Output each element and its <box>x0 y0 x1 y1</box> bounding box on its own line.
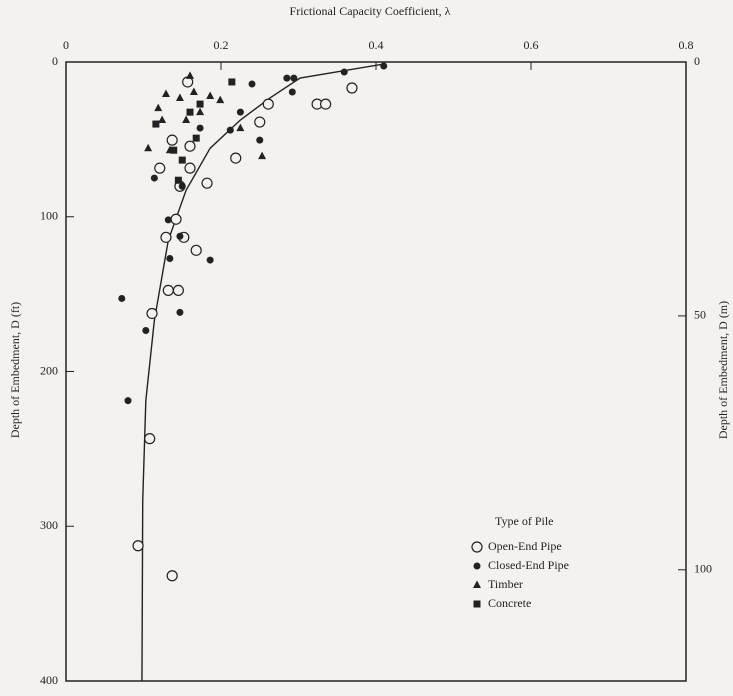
x-tick-label: 0.8 <box>679 38 694 52</box>
triangle-marker <box>154 104 162 112</box>
y-axis-label: Depth of Embedment, D (ft) <box>8 302 22 438</box>
y-tick-label: 400 <box>40 673 58 687</box>
x-tick-label: 0.2 <box>214 38 229 52</box>
legend-label: Closed-End Pipe <box>488 558 569 572</box>
legend-label: Open-End Pipe <box>488 539 562 553</box>
square-marker <box>193 135 200 142</box>
open-circle-marker <box>161 232 171 242</box>
y2-tick-label: 0 <box>694 54 700 68</box>
legend-label: Timber <box>488 577 523 591</box>
page: Frictional Capacity Coefficient, λ Depth… <box>0 0 733 696</box>
y2-tick-label: 100 <box>694 562 712 576</box>
triangle-marker <box>196 108 204 116</box>
triangle-marker <box>258 152 266 160</box>
open-circle-marker <box>263 99 273 109</box>
circle-marker <box>237 109 244 116</box>
open-circle-marker <box>191 245 201 255</box>
x-tick-label: 0.6 <box>524 38 539 52</box>
circle-marker <box>256 137 263 144</box>
circle-marker <box>118 295 125 302</box>
open-circle-marker <box>173 285 183 295</box>
triangle-marker <box>176 94 184 102</box>
circle-marker <box>176 309 183 316</box>
y-tick-label: 200 <box>40 363 58 377</box>
x-tick-label: 0.4 <box>369 38 384 52</box>
open-circle-marker <box>171 214 181 224</box>
triangle-marker <box>190 88 198 96</box>
open-circle-marker <box>145 434 155 444</box>
open-circle-marker <box>147 308 157 318</box>
open-circle-marker <box>202 178 212 188</box>
square-marker <box>187 109 194 116</box>
y-tick-label: 300 <box>40 518 58 532</box>
circle-marker <box>207 257 214 264</box>
circle-marker <box>142 327 149 334</box>
open-circle-marker <box>231 153 241 163</box>
triangle-marker <box>186 71 194 79</box>
open-circle-marker <box>167 135 177 145</box>
triangle-marker <box>144 144 152 152</box>
open-circle-marker <box>185 141 195 151</box>
y-tick-label: 100 <box>40 209 58 223</box>
circle-marker <box>176 233 183 240</box>
square-marker <box>474 601 481 608</box>
open-circle-marker <box>185 163 195 173</box>
triangle-marker <box>473 581 481 589</box>
square-marker <box>170 147 177 154</box>
open-circle-marker <box>347 83 357 93</box>
circle-marker <box>380 63 387 70</box>
open-circle-marker <box>155 163 165 173</box>
legend-label: Concrete <box>488 596 531 610</box>
open-circle-marker <box>163 285 173 295</box>
circle-marker <box>165 216 172 223</box>
y2-axis-label: Depth of Embedment, D (m) <box>716 301 730 439</box>
circle-marker <box>283 75 290 82</box>
triangle-marker <box>236 124 244 132</box>
square-marker <box>175 177 182 184</box>
open-circle-marker <box>255 117 265 127</box>
circle-marker <box>125 397 132 404</box>
square-marker <box>179 157 186 164</box>
plot-frame <box>66 62 686 681</box>
y2-tick-label: 50 <box>694 308 706 322</box>
circle-marker <box>289 89 296 96</box>
open-circle-marker <box>321 99 331 109</box>
circle-marker <box>474 563 481 570</box>
square-marker <box>228 78 235 85</box>
circle-marker <box>290 75 297 82</box>
square-marker <box>152 121 159 128</box>
chart: Frictional Capacity Coefficient, λ Depth… <box>0 0 733 696</box>
circle-marker <box>179 183 186 190</box>
triangle-marker <box>206 92 214 100</box>
chart-title: Frictional Capacity Coefficient, λ <box>290 4 451 18</box>
circle-marker <box>197 125 204 132</box>
open-circle-marker <box>133 541 143 551</box>
circle-marker <box>151 175 158 182</box>
y-tick-label: 0 <box>52 54 58 68</box>
circle-marker <box>227 127 234 134</box>
circle-marker <box>166 255 173 262</box>
x-tick-label: 0 <box>63 38 69 52</box>
circle-marker <box>249 80 256 87</box>
legend-title: Type of Pile <box>495 514 553 528</box>
triangle-marker <box>182 116 190 124</box>
triangle-marker <box>162 90 170 98</box>
square-marker <box>197 101 204 108</box>
open-circle-marker <box>472 542 482 552</box>
triangle-marker <box>216 96 224 104</box>
open-circle-marker <box>167 571 177 581</box>
circle-marker <box>341 69 348 76</box>
